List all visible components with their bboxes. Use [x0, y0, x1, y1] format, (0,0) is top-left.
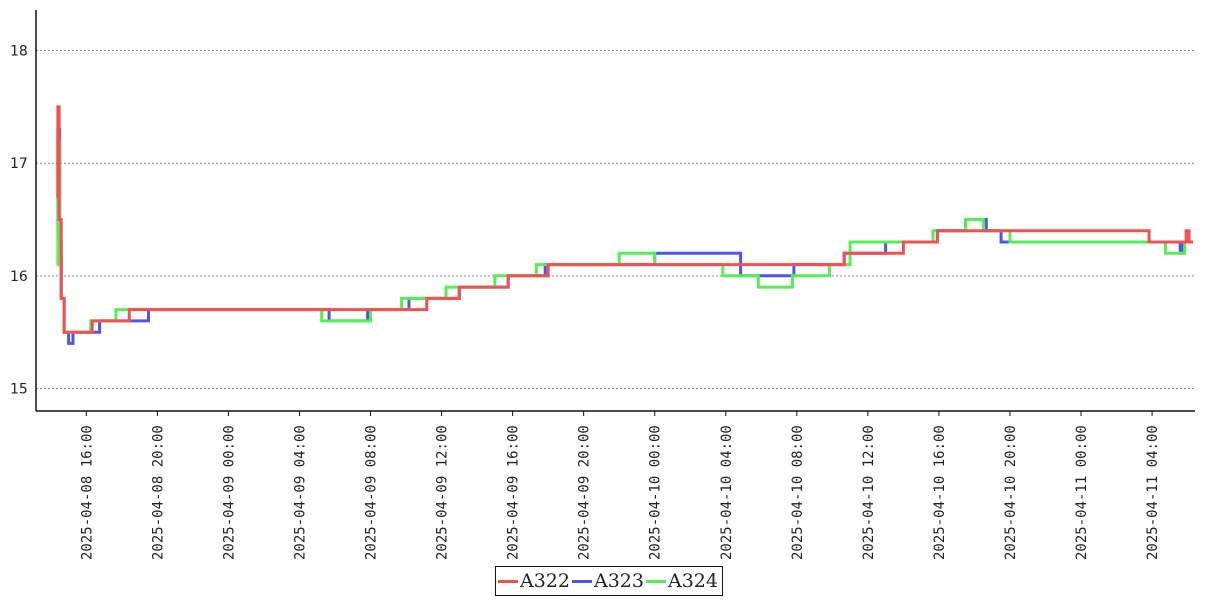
grid-lines — [36, 50, 1195, 389]
x-tick-9: 2025-04-10 04:00 — [719, 425, 735, 560]
legend-label-a322: A322 — [520, 570, 570, 592]
x-tick-2: 2025-04-09 00:00 — [221, 425, 237, 560]
x-tick-14: 2025-04-11 00:00 — [1074, 425, 1090, 560]
series-line-a323 — [56, 127, 1188, 345]
x-tick-8: 2025-04-10 00:00 — [648, 425, 664, 560]
x-tick-5: 2025-04-09 12:00 — [435, 425, 451, 560]
series-lines — [56, 105, 1194, 345]
x-tick-15: 2025-04-11 04:00 — [1145, 425, 1161, 560]
series-line-a322 — [56, 105, 1194, 334]
legend-item-a322: A322 — [498, 570, 570, 592]
y-tick-18: 18 — [10, 44, 28, 60]
legend-item-a324: A324 — [646, 570, 718, 592]
legend: A322 A323 A324 — [495, 566, 723, 596]
x-tick-4: 2025-04-09 08:00 — [364, 425, 380, 560]
legend-swatch-a324 — [646, 579, 666, 583]
legend-item-a323: A323 — [572, 570, 644, 592]
legend-swatch-a322 — [498, 579, 518, 583]
x-tick-12: 2025-04-10 16:00 — [932, 425, 948, 560]
y-tick-16: 16 — [10, 269, 28, 285]
x-tick-7: 2025-04-09 20:00 — [577, 425, 593, 560]
legend-label-a323: A323 — [594, 570, 644, 592]
axes — [35, 10, 1195, 416]
x-tick-6: 2025-04-09 16:00 — [506, 425, 522, 560]
x-tick-labels: 2025-04-08 16:00 2025-04-08 20:00 2025-04-… — [79, 425, 1161, 560]
y-tick-labels: 15 16 17 18 — [10, 44, 28, 398]
x-tick-3: 2025-04-09 04:00 — [292, 425, 308, 560]
series-line-a324 — [56, 139, 1189, 334]
y-tick-17: 17 — [10, 156, 28, 172]
x-tick-0: 2025-04-08 16:00 — [79, 425, 95, 560]
legend-swatch-a323 — [572, 579, 592, 583]
x-tick-11: 2025-04-10 12:00 — [861, 425, 877, 560]
y-tick-15: 15 — [10, 381, 28, 397]
legend-label-a324: A324 — [668, 570, 718, 592]
x-tick-10: 2025-04-10 08:00 — [790, 425, 806, 560]
x-tick-13: 2025-04-10 20:00 — [1003, 425, 1019, 560]
x-tick-1: 2025-04-08 20:00 — [150, 425, 166, 560]
